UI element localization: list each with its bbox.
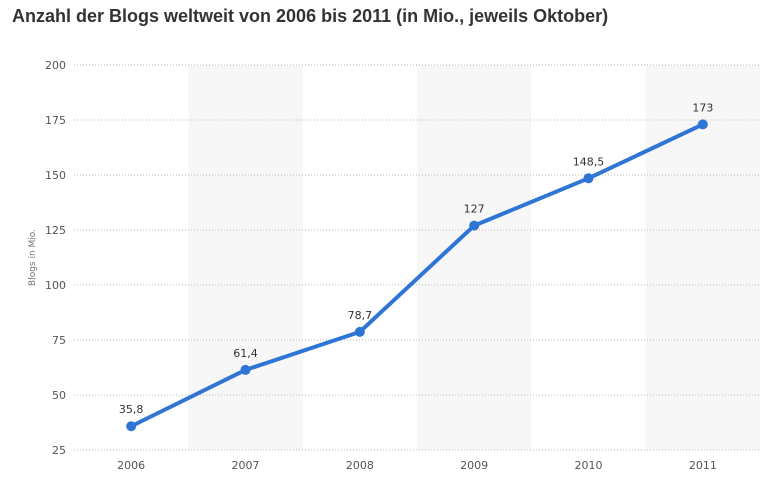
x-tick-label: 2009 [460,459,488,472]
data-label: 35,8 [119,403,144,416]
y-tick-label: 175 [45,114,66,127]
series-blogs [126,119,708,432]
x-tick-label: 2011 [689,459,717,472]
alternating-column-bands [188,65,760,450]
data-point[interactable] [583,173,594,184]
y-tick-labels: 25 50 75 100 125 150 175 200 [45,59,66,457]
data-point[interactable] [354,326,365,337]
x-tick-label: 2007 [232,459,260,472]
data-point[interactable] [469,220,480,231]
y-axis-label: Blogs in Mio. [28,229,38,286]
y-gridlines [74,64,760,451]
data-label: 78,7 [348,309,373,322]
data-point[interactable] [126,421,137,432]
series-line [129,122,705,429]
data-label: 173 [692,101,713,114]
column-band [417,65,532,450]
y-tick-label: 50 [52,389,66,402]
data-label: 61,4 [233,347,258,360]
x-tick-labels: 2006 2007 2008 2009 2010 2011 [117,459,717,472]
y-tick-label: 100 [45,279,66,292]
data-point[interactable] [697,119,708,130]
data-label: 127 [464,203,485,216]
x-tick-label: 2010 [575,459,603,472]
chart-title: Anzahl der Blogs weltweit von 2006 bis 2… [12,6,609,26]
x-tick-label: 2008 [346,459,374,472]
data-labels: 35,8 61,4 78,7 127 148,5 173 [119,101,713,416]
data-point[interactable] [240,364,251,375]
y-tick-label: 75 [52,334,66,347]
column-band [188,65,303,450]
data-label: 148,5 [573,155,605,168]
x-tick-label: 2006 [117,459,145,472]
y-tick-label: 125 [45,224,66,237]
y-tick-label: 200 [45,59,66,72]
y-tick-label: 150 [45,169,66,182]
y-tick-label: 25 [52,444,66,457]
